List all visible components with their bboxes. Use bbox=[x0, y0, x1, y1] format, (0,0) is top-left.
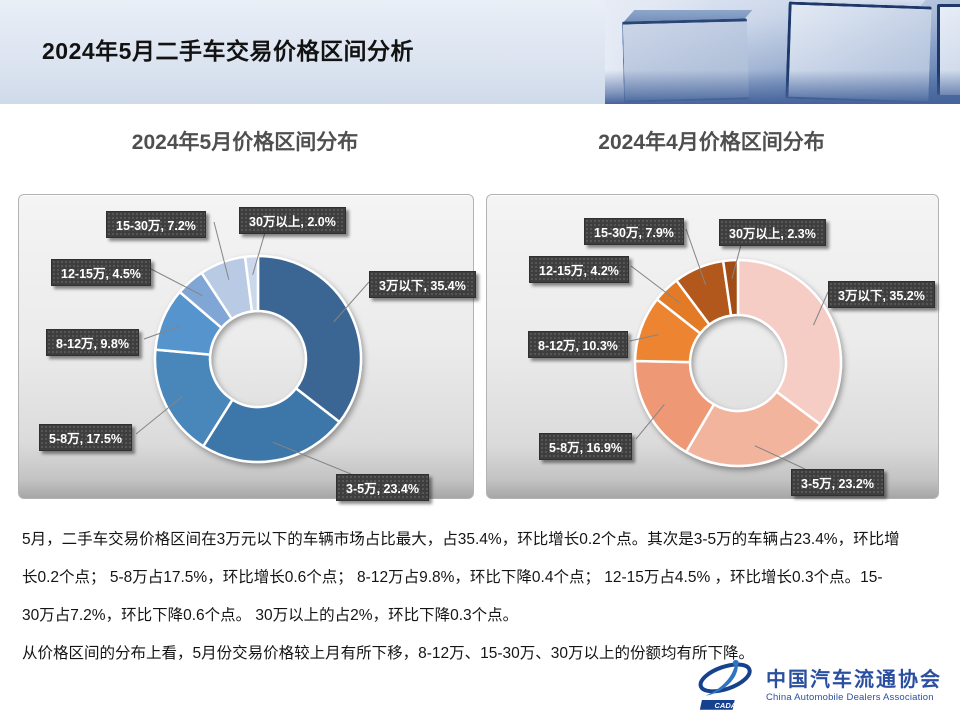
leader-line bbox=[252, 228, 267, 275]
pie-label-4: 12-15万, 4.2% bbox=[529, 256, 629, 283]
pie-segment-1 bbox=[684, 390, 822, 468]
leader-line bbox=[143, 325, 181, 340]
org-name-en: China Automobile Dealers Association bbox=[766, 691, 934, 703]
leader-line bbox=[272, 441, 352, 475]
cada-emblem-icon: CADA bbox=[698, 659, 752, 710]
pie-segment-6 bbox=[721, 258, 740, 317]
pie-segment-0 bbox=[736, 258, 843, 426]
pie-label-4: 12-15万, 4.5% bbox=[51, 259, 151, 286]
pie-label-2: 5-8万, 16.9% bbox=[539, 433, 632, 460]
logo-names: 中国汽车流通协会 China Automobile Dealers Associ… bbox=[766, 668, 942, 703]
donut-svg-may bbox=[135, 221, 370, 475]
leader-line bbox=[630, 265, 680, 303]
pie-label-3: 8-12万, 9.8% bbox=[46, 329, 139, 356]
pie-label-2: 5-8万, 17.5% bbox=[39, 424, 132, 451]
pie-label-5: 15-30万, 7.2% bbox=[106, 211, 206, 238]
pie-label-0: 3万以下, 35.4% bbox=[369, 271, 476, 298]
pie-label-3: 8-12万, 10.3% bbox=[528, 331, 628, 358]
decor-floor-shadow bbox=[605, 70, 960, 104]
leader-line bbox=[135, 396, 183, 435]
page-title: 2024年5月二手车交易价格区间分析 bbox=[42, 38, 414, 64]
donut-svg-april bbox=[629, 228, 843, 470]
chart-title-may: 2024年5月价格区间分布 bbox=[131, 131, 359, 154]
pie-label-0: 3万以下, 35.2% bbox=[828, 281, 935, 308]
analysis-line: 从价格区间的分布上看，5月份交易价格较上月有所下移，8-12万、15-30万、3… bbox=[22, 645, 755, 662]
header-banner: 2024年5月二手车交易价格区间分析 bbox=[0, 0, 960, 104]
pie-label-5: 15-30万, 7.9% bbox=[584, 218, 684, 245]
leader-line bbox=[731, 240, 743, 279]
leader-line bbox=[333, 281, 370, 323]
pie-label-1: 3-5万, 23.2% bbox=[791, 469, 884, 496]
leader-line bbox=[635, 404, 665, 440]
pie-segment-0 bbox=[256, 254, 363, 424]
analysis-line: 长0.2个点； 5-8万占17.5%，环比增长0.6个点； 8-12万占9.8%… bbox=[22, 569, 883, 586]
leader-line bbox=[754, 445, 806, 470]
cada-emblem-text: CADA bbox=[714, 701, 736, 710]
decor-cubes-image bbox=[605, 0, 960, 104]
leader-line bbox=[685, 228, 707, 286]
donut-chart-april: 3万以下, 35.2% 3-5万, 23.2% 5-8万, 16.9% 8-12万, … bbox=[486, 194, 939, 499]
analysis-text: 5月，二手车交易价格区间在3万元以下的车辆市场占比最大，占35.4%，环比增长0… bbox=[22, 521, 952, 673]
leader-line bbox=[629, 334, 659, 342]
pie-label-6: 30万以上, 2.3% bbox=[719, 219, 826, 246]
leader-line bbox=[150, 268, 203, 296]
pie-segment-1 bbox=[202, 387, 341, 464]
pie-segment-6 bbox=[243, 254, 260, 313]
analysis-line: 5月，二手车交易价格区间在3万元以下的车辆市场占比最大，占35.4%，环比增长0… bbox=[22, 531, 900, 548]
chart-title-april: 2024年4月价格区间分布 bbox=[598, 131, 825, 154]
org-name-cn: 中国汽车流通协会 bbox=[766, 668, 942, 691]
leader-line bbox=[813, 291, 829, 326]
pie-label-1: 3-5万, 23.4% bbox=[336, 474, 429, 501]
leader-line bbox=[213, 221, 230, 280]
pie-label-6: 30万以上, 2.0% bbox=[239, 207, 346, 234]
donut-chart-may: 3万以下, 35.4% 3-5万, 23.4% 5-8万, 17.5% 8-12万, … bbox=[18, 194, 476, 501]
analysis-line: 30万占7.2%，环比下降0.6个点。 30万以上的占2%，环比下降0.3个点。 bbox=[22, 607, 519, 624]
cada-logo: CADA 中国汽车流通协会 China Automobile Dealers A… bbox=[695, 656, 942, 714]
